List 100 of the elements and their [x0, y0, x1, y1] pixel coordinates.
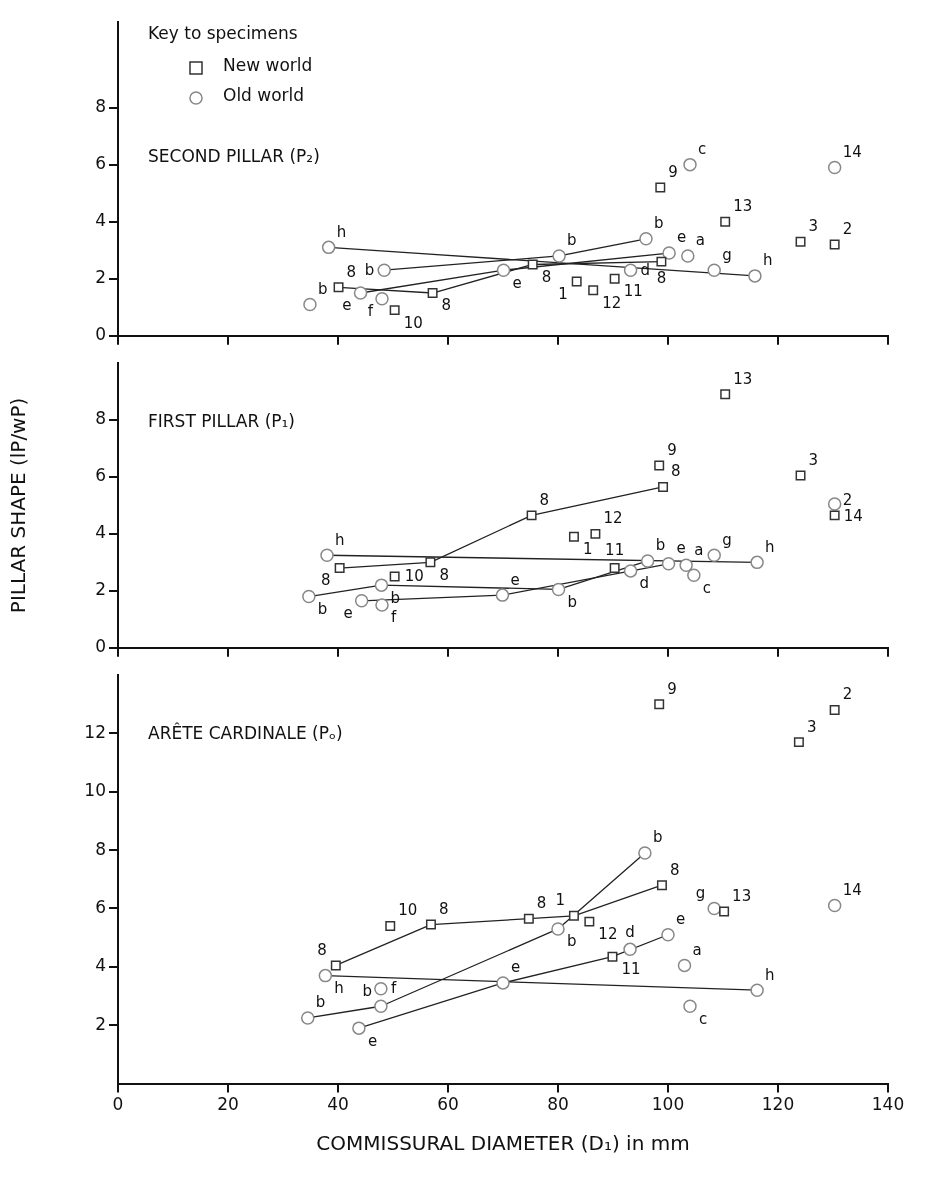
annotation: 9: [668, 162, 678, 181]
annotation: f: [390, 979, 397, 998]
annotation: 8: [541, 267, 552, 286]
annotation: 2: [842, 219, 853, 238]
annotation: c: [699, 1009, 708, 1028]
annotation: 10: [398, 901, 418, 920]
annotation: e: [676, 539, 686, 558]
annotation: g: [722, 245, 732, 264]
y-axis-title: PILLAR SHAPE (lP/wP): [6, 397, 31, 614]
annotation: 11: [605, 541, 625, 560]
annotation: 12: [602, 293, 622, 312]
y-tick-label: 6: [95, 153, 106, 174]
annotation: 13: [733, 197, 753, 216]
annotation: d: [625, 922, 635, 941]
annotation: 8: [671, 462, 681, 481]
x-tick-label: 0: [112, 1094, 124, 1115]
annotation: 8: [346, 262, 357, 281]
annotation: 1: [558, 284, 568, 303]
annotation: f: [367, 302, 374, 321]
y-tick-label: 2: [95, 579, 106, 600]
annotation: a: [692, 940, 702, 959]
annotation: 2: [842, 685, 853, 704]
annotation: b: [362, 981, 372, 1000]
annotation: 12: [603, 509, 623, 528]
annotation: 10: [404, 566, 424, 585]
annotation: 9: [667, 440, 677, 459]
y-tick-label: 0: [95, 324, 106, 345]
y-tick-label: 0: [95, 636, 106, 657]
y-tick-label: 4: [95, 955, 106, 976]
x-tick-label: 140: [871, 1094, 905, 1115]
annotation: b: [567, 932, 577, 951]
annotation: h: [336, 222, 347, 241]
annotation: e: [342, 296, 352, 315]
annotation: h: [762, 251, 773, 270]
annotation: 13: [733, 369, 753, 388]
legend-label: New world: [223, 54, 313, 75]
annotation: e: [512, 273, 522, 292]
annotation: h: [335, 530, 345, 549]
annotation: 1: [555, 891, 565, 910]
annotation: b: [655, 536, 666, 555]
annotation: e: [367, 1031, 378, 1050]
text: FIRST PILLAR (P₁): [148, 411, 295, 432]
annotation: 8: [536, 894, 547, 913]
annotation: c: [702, 578, 712, 597]
annotation: 8: [669, 860, 680, 879]
y-tick-label: 6: [95, 896, 106, 917]
annotation: 11: [623, 282, 643, 301]
x-tick-label: 100: [651, 1094, 685, 1115]
y-tick-label: 12: [84, 721, 106, 742]
annotation: g: [722, 530, 732, 549]
annotation: b: [567, 231, 577, 250]
legend-label: Old world: [223, 84, 305, 105]
y-tick-label: 2: [95, 1013, 106, 1034]
y-tick-label: 4: [95, 522, 106, 543]
annotation: 12: [598, 925, 618, 944]
y-tick-label: 8: [95, 96, 106, 116]
annotation: 10: [403, 313, 423, 332]
annotation: 8: [656, 269, 667, 288]
y-tick-label: 6: [95, 465, 106, 486]
annotation: e: [677, 228, 687, 247]
x-axis-title: COMMISSURAL DIAMETER (D₁) in mm: [316, 1131, 690, 1156]
y-tick-label: 2: [95, 267, 106, 288]
annotation: h: [765, 965, 775, 984]
annotation: 8: [321, 571, 331, 590]
annotation: b: [567, 592, 578, 611]
x-tick-label: 120: [761, 1094, 795, 1115]
annotation: 14: [842, 142, 862, 161]
annotation: d: [639, 574, 650, 593]
y-tick-label: 8: [95, 408, 106, 429]
x-tick-label: 60: [437, 1094, 459, 1115]
annotation: 13: [732, 886, 752, 905]
annotation: 8: [317, 940, 327, 959]
annotation: b: [317, 279, 328, 298]
annotation: f: [391, 608, 397, 627]
annotation: b: [652, 828, 663, 847]
annotation: 1: [582, 540, 593, 559]
annotation: b: [364, 260, 375, 279]
annotation: e: [676, 910, 686, 929]
annotation: e: [511, 958, 521, 977]
annotation: b: [315, 993, 326, 1012]
annotation: 9: [667, 679, 677, 698]
annotation: 14: [843, 507, 863, 526]
annotation: 8: [439, 565, 449, 584]
y-tick-label: 4: [95, 210, 106, 231]
annotation: h: [765, 537, 775, 556]
annotation: h: [334, 979, 344, 997]
text: SECOND PILLAR (P₂): [148, 146, 320, 167]
annotation: a: [694, 540, 704, 559]
annotation: c: [698, 140, 707, 159]
annotation: e: [343, 604, 353, 623]
text: ARÊTE CARDINALE (Pₒ): [148, 722, 343, 744]
y-tick-label: 10: [84, 780, 106, 801]
x-tick-label: 20: [217, 1094, 239, 1115]
annotation: 11: [621, 960, 641, 979]
annotation: 8: [438, 899, 449, 918]
annotation: 3: [808, 450, 819, 469]
legend-title: Key to specimens: [148, 22, 298, 43]
annotation: b: [654, 214, 664, 233]
y-tick-label: 8: [95, 838, 106, 859]
annotation: 14: [842, 880, 862, 899]
